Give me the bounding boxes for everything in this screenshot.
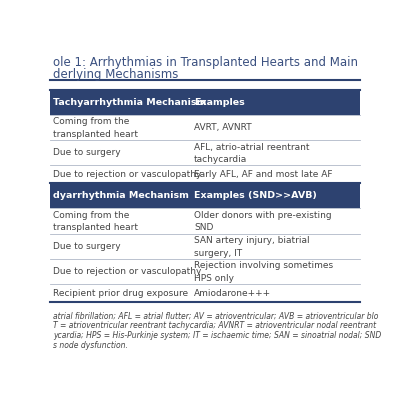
Text: atrial fibrillation; AFL = atrial flutter; AV = atrioventricular; AVB = atrioven: atrial fibrillation; AFL = atrial flutte… [53,311,378,320]
Text: Tachyarrhythmia Mechanism: Tachyarrhythmia Mechanism [53,98,206,107]
Text: Rejection involving sometimes
HPS only: Rejection involving sometimes HPS only [194,262,333,283]
Text: Older donors with pre-existing
SND: Older donors with pre-existing SND [194,211,332,232]
Text: derlying Mechanisms: derlying Mechanisms [53,68,178,81]
Text: Early AFL, AF and most late AF: Early AFL, AF and most late AF [194,170,333,179]
Bar [50,165,360,183]
Bar [50,284,360,302]
Bar [50,234,360,259]
Text: Due to surgery: Due to surgery [53,148,121,157]
Text: Recipient prior drug exposure: Recipient prior drug exposure [53,289,188,298]
Text: AVRT, AVNRT: AVRT, AVNRT [194,123,252,132]
Text: Due to rejection or vasculopathy: Due to rejection or vasculopathy [53,170,202,179]
Text: s node dysfunction.: s node dysfunction. [53,341,128,350]
Bar [50,140,360,165]
Text: ole 1: Arrhythmias in Transplanted Hearts and Main: ole 1: Arrhythmias in Transplanted Heart… [53,56,358,69]
Bar [50,259,360,284]
Bar [50,183,360,208]
Text: SAN artery injury, biatrial
surgery, IT: SAN artery injury, biatrial surgery, IT [194,236,310,258]
Text: Examples (SND>>AVB): Examples (SND>>AVB) [194,191,317,200]
Text: ycardia; HPS = His-Purkinje system; IT = ischaemic time; SAN = sinoatrial nodal;: ycardia; HPS = His-Purkinje system; IT =… [53,331,381,340]
Bar [50,115,360,140]
Text: Due to surgery: Due to surgery [53,242,121,251]
Text: Coming from the
transplanted heart: Coming from the transplanted heart [53,117,138,139]
Text: AFL, atrio-atrial reentrant
tachycardia: AFL, atrio-atrial reentrant tachycardia [194,142,310,164]
Text: T = atrioventricular reentrant tachycardia; AVNRT = atrioventricular nodal reent: T = atrioventricular reentrant tachycard… [53,321,376,330]
Bar [50,208,360,234]
Text: Due to rejection or vasculopathy: Due to rejection or vasculopathy [53,267,202,276]
Text: Amiodarone+++: Amiodarone+++ [194,289,271,298]
Text: Examples: Examples [194,98,245,107]
Text: Coming from the
transplanted heart: Coming from the transplanted heart [53,211,138,232]
Text: dyarrhythmia Mechanism: dyarrhythmia Mechanism [53,191,189,200]
Bar [50,90,360,115]
